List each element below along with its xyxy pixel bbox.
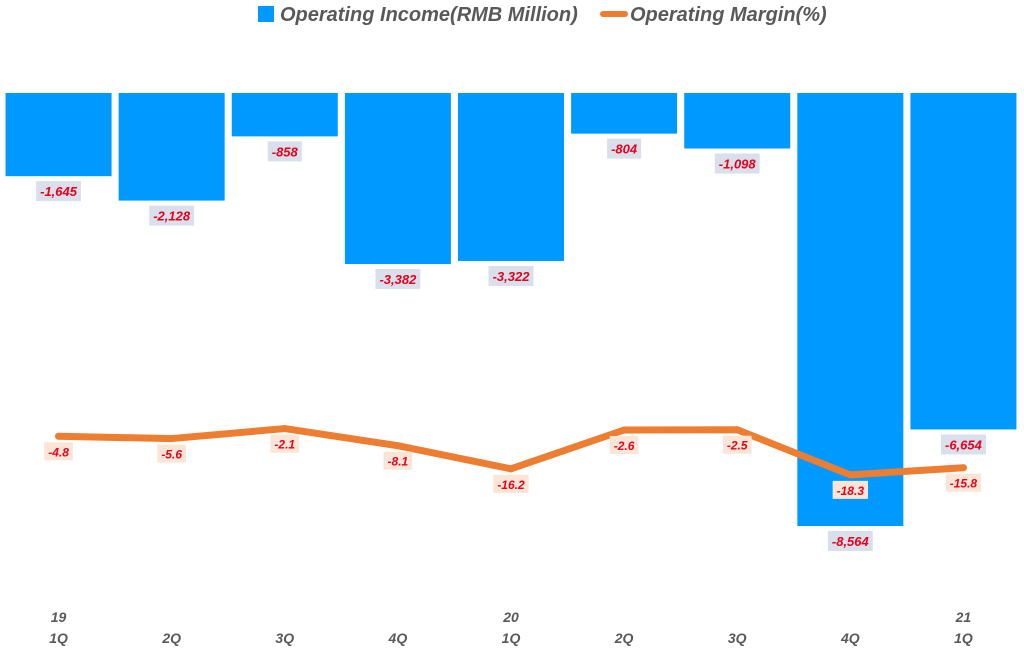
bar-data-label: -1,098	[719, 157, 757, 172]
margin-point	[394, 442, 402, 450]
bar-label-bg	[375, 268, 421, 289]
margin-point	[620, 426, 628, 434]
x-tick-year: 21	[955, 609, 972, 625]
bar-labels-layer: -1,645 -2,128 -858 -3,382 -3,322 -804 -1,098 -8…	[36, 138, 986, 551]
x-axis-ticks: 19 1Q 2Q 3Q 4Q 20 1Q 2Q 3Q 4Q 21 1Q	[49, 609, 973, 646]
bar-label-bg	[488, 265, 534, 286]
line-label-bg	[832, 480, 869, 499]
bar-label-bg	[941, 434, 986, 455]
x-tick-quarter: 3Q	[728, 630, 747, 646]
x-tick-year: 19	[51, 609, 67, 625]
margin-point	[959, 464, 967, 472]
bar-data-label: -8,564	[832, 534, 870, 549]
x-tick-quarter: 3Q	[275, 630, 294, 646]
legend-label-operating-margin: Operating Margin(%)	[630, 4, 827, 26]
line-labels-layer: -4.8 -5.6 -2.1 -8.1 -16.2 -2.6 -2.5 -18.3 -15.8	[44, 434, 982, 499]
bar-data-label: -3,322	[493, 269, 531, 284]
bar	[458, 93, 564, 261]
line-label-bg	[722, 435, 752, 454]
margin-point	[281, 425, 289, 433]
line-data-label: -5.6	[161, 448, 182, 462]
bar-data-label: -3,382	[379, 272, 417, 287]
margin-point	[733, 426, 741, 434]
line-label-bg	[493, 474, 529, 493]
bar-label-bg	[36, 181, 81, 202]
bar-data-label: -804	[611, 142, 638, 157]
legend-label-operating-income: Operating Income(RMB Million)	[280, 4, 578, 26]
line-label-bg	[157, 444, 187, 463]
line-label-bg	[609, 436, 639, 454]
legend: Operating Income(RMB Million) Operating …	[258, 4, 827, 26]
bars-layer	[5, 93, 1017, 526]
bar	[797, 93, 904, 526]
line-label-bg	[44, 442, 73, 461]
x-tick-year: 20	[502, 609, 519, 625]
line-data-label: -4.8	[48, 445, 69, 459]
line-data-label: -16.2	[497, 478, 525, 492]
bar-label-bg	[607, 138, 642, 159]
x-tick-quarter: 1Q	[49, 630, 68, 646]
bar	[571, 93, 678, 134]
line-label-bg	[383, 451, 413, 470]
margin-point	[168, 435, 176, 443]
line-data-label: -8.1	[388, 455, 409, 469]
line-data-label: -2.1	[274, 438, 295, 452]
bar	[118, 93, 225, 201]
line-label-bg	[270, 434, 300, 453]
line-data-label: -2.6	[614, 439, 635, 453]
x-tick-quarter: 2Q	[161, 630, 181, 646]
bar-data-label: -2,128	[153, 209, 191, 224]
bar-label-bg	[149, 205, 195, 226]
x-tick-quarter: 1Q	[502, 630, 521, 646]
bar-data-label: -858	[272, 144, 299, 159]
x-tick-quarter: 4Q	[388, 630, 408, 646]
bar	[344, 93, 451, 264]
bar-label-bg	[827, 531, 873, 551]
bar	[5, 93, 112, 177]
x-tick-quarter: 2Q	[614, 630, 634, 646]
bar-data-label: -1,645	[40, 184, 78, 199]
x-tick-quarter: 1Q	[954, 630, 973, 646]
margin-point	[846, 471, 854, 479]
line-label-bg	[945, 473, 982, 492]
line-layer	[55, 425, 967, 479]
line-data-label: -18.3	[837, 484, 865, 498]
bar	[910, 93, 1017, 430]
legend-swatch-bar	[258, 6, 274, 22]
x-tick-quarter: 4Q	[840, 630, 860, 646]
margin-point	[507, 465, 515, 473]
bar-data-label: -6,654	[945, 437, 983, 452]
line-data-label: -2.5	[727, 439, 748, 453]
bar	[231, 93, 338, 137]
margin-point	[55, 432, 63, 440]
line-data-label: -15.8	[950, 477, 978, 491]
bar	[684, 93, 791, 149]
bar-label-bg	[267, 141, 302, 162]
bar-label-bg	[714, 153, 760, 174]
